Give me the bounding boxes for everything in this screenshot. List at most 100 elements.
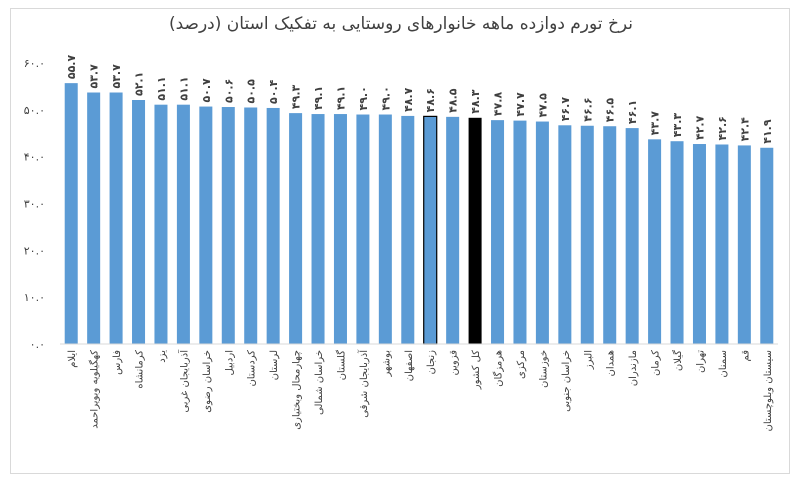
category-label: چهارمحال وبختیاری xyxy=(292,350,303,430)
y-tick-label: ۵۰.۰ xyxy=(24,104,45,117)
bar xyxy=(625,128,639,344)
bars xyxy=(64,83,774,345)
bar xyxy=(513,120,527,344)
bar xyxy=(176,104,190,344)
value-label: ۴۷.۷ xyxy=(514,92,527,117)
category-label: آذربایجان شرقی xyxy=(357,349,370,418)
value-label: ۴۷.۸ xyxy=(492,92,505,117)
category-label: سمنان xyxy=(718,350,729,378)
value-labels: ۵۵.۷ ۵۳.۷ ۵۳.۷ ۵۲.۱ ۵۱.۱ ۵۱.۱ ۵۰.۷ ۵۰.۶ ۵۰.۵ ۵۰.۴… xyxy=(65,55,774,144)
value-label: ۴۲.۴ xyxy=(738,117,751,142)
category-label: اصفهان xyxy=(404,350,415,381)
y-tick-label: ۳۰.۰ xyxy=(24,198,45,211)
y-tick-label: ۲۰.۰ xyxy=(24,244,45,257)
bar xyxy=(199,106,213,345)
category-label: کردستان xyxy=(247,350,258,387)
value-label: ۴۱.۹ xyxy=(761,119,774,144)
value-label: ۵۰.۵ xyxy=(245,79,258,104)
category-label: گلستان xyxy=(335,350,347,381)
category-label: آذربایجان غربی xyxy=(177,349,190,413)
value-label: ۴۶.۷ xyxy=(559,97,572,122)
value-label: ۴۳.۷ xyxy=(649,111,662,136)
category-label: هرمزگان xyxy=(493,350,505,387)
value-label: ۴۸.۳ xyxy=(469,89,482,114)
bar xyxy=(378,114,392,345)
y-axis: ۰.۰ ۱۰.۰ ۲۰.۰ ۳۰.۰ ۴۰.۰ ۵۰.۰ ۶۰.۰ xyxy=(24,57,45,351)
category-label: مرکزی xyxy=(516,350,527,379)
bar xyxy=(87,92,101,344)
category-label: مازندران xyxy=(628,350,639,386)
bar xyxy=(670,141,684,344)
bar xyxy=(558,125,572,344)
bar xyxy=(580,125,594,344)
y-tick-label: ۰.۰ xyxy=(30,338,45,351)
bar xyxy=(64,83,78,344)
value-label: ۴۶.۱ xyxy=(626,100,639,124)
bar xyxy=(535,121,549,345)
chart-title: نرخ تورم دوازده ماهه خانوارهای روستایی ب… xyxy=(168,14,634,34)
bar xyxy=(333,114,347,344)
bar xyxy=(356,114,370,345)
value-label: ۴۳.۳ xyxy=(671,113,684,138)
value-label: ۵۵.۷ xyxy=(65,55,78,80)
category-label: البرز xyxy=(583,350,594,370)
bar xyxy=(760,147,774,344)
category-label: قم xyxy=(740,350,751,362)
y-tick-label: ۴۰.۰ xyxy=(24,151,45,164)
bar xyxy=(109,92,123,344)
category-label: کرمان xyxy=(651,350,662,376)
category-label: تهران xyxy=(695,350,706,373)
category-label: خراسان شمالی xyxy=(314,350,325,415)
category-label: بوشهر xyxy=(381,350,392,377)
value-label: ۵۰.۶ xyxy=(222,79,235,103)
category-label: کهگیلویه وبویراحمد xyxy=(89,350,101,429)
value-label: ۴۶.۶ xyxy=(581,97,594,121)
bar xyxy=(446,116,460,344)
bar xyxy=(603,126,617,344)
bar xyxy=(266,107,280,345)
category-label: خراسان رضوی xyxy=(202,350,213,413)
category-label: اردبیل xyxy=(224,350,235,375)
bar xyxy=(401,115,415,345)
value-label: ۵۱.۱ xyxy=(155,76,168,100)
value-label: ۵۰.۷ xyxy=(200,78,213,103)
bar xyxy=(737,145,751,344)
value-label: ۴۶.۵ xyxy=(604,98,617,123)
bar xyxy=(491,120,505,345)
category-label: لرستان xyxy=(269,350,280,380)
category-labels: ایلام کهگیلویه وبویراحمد فارس کرمانشاه یزد آذ… xyxy=(67,349,774,432)
bar xyxy=(648,139,662,344)
value-label: ۵۳.۷ xyxy=(110,64,123,89)
category-label: خوزستان xyxy=(538,350,549,388)
bar xyxy=(715,144,729,344)
bar xyxy=(289,113,303,344)
bar xyxy=(692,144,706,344)
bar xyxy=(221,107,235,344)
category-label: سیستان وبلوچستان xyxy=(763,350,774,432)
category-label: ایلام xyxy=(67,350,78,368)
category-label: همدان xyxy=(606,350,617,376)
value-label: ۵۲.۱ xyxy=(133,72,146,96)
value-label: ۵۳.۷ xyxy=(88,64,101,89)
value-label: ۴۹.۰ xyxy=(357,86,370,110)
value-label: ۴۸.۶ xyxy=(424,88,437,112)
category-label: کرمانشاه xyxy=(135,350,146,389)
y-tick-label: ۶۰.۰ xyxy=(24,57,45,70)
value-label: ۴۹.۳ xyxy=(290,85,303,110)
value-label: ۴۹.۰ xyxy=(379,86,392,110)
value-label: ۵۰.۴ xyxy=(267,79,280,104)
value-label: ۴۸.۵ xyxy=(447,88,460,113)
bar xyxy=(468,117,482,344)
bar xyxy=(244,107,258,344)
category-label: فارس xyxy=(112,350,123,375)
value-label: ۵۱.۱ xyxy=(177,76,190,100)
bar xyxy=(423,115,438,345)
category-label: قزوین xyxy=(449,350,460,376)
value-label: ۴۷.۵ xyxy=(536,93,549,118)
category-label: خراسان جنوبی xyxy=(561,350,572,412)
category-label: یزد xyxy=(157,350,168,363)
value-label: ۴۲.۷ xyxy=(693,115,706,140)
category-label: گیلان xyxy=(672,350,684,371)
y-tick-label: ۱۰.۰ xyxy=(24,291,45,304)
